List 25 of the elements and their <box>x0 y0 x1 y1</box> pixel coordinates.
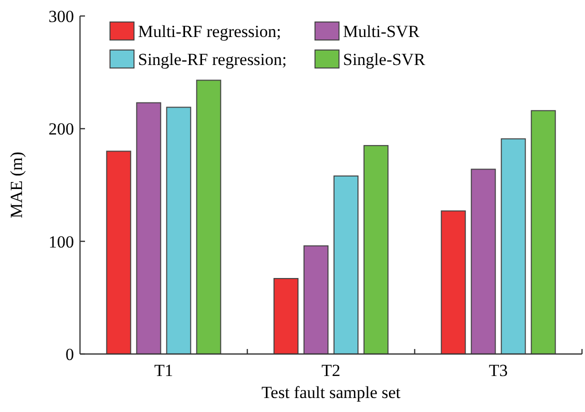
bar <box>364 145 388 354</box>
bar <box>136 102 162 354</box>
y-axis-title: MAE (m) <box>7 152 26 218</box>
legend-label: Single-SVR <box>343 50 426 69</box>
bar <box>304 245 328 354</box>
bar <box>166 106 192 354</box>
x-tick-label: T1 <box>154 361 174 380</box>
bar <box>196 80 222 354</box>
bar <box>274 278 298 354</box>
y-tick-label: 0 <box>66 344 74 364</box>
y-tick-label: 100 <box>48 232 74 252</box>
bar <box>530 110 556 354</box>
legend-label: Multi-SVR <box>343 22 420 41</box>
y-tick-label: 200 <box>48 120 74 139</box>
bar <box>500 138 526 354</box>
bar <box>334 175 358 354</box>
x-axis-title: Test fault sample set <box>261 383 401 402</box>
x-tick-label: T3 <box>488 361 508 380</box>
legend-label: Multi-RF regression; <box>138 22 282 41</box>
y-tick-label: 300 <box>48 6 74 26</box>
bar <box>106 150 132 354</box>
bar <box>440 210 466 354</box>
legend-label: Single-RF regression; <box>138 50 287 69</box>
x-tick-label: T2 <box>322 361 340 380</box>
bar <box>470 168 496 354</box>
